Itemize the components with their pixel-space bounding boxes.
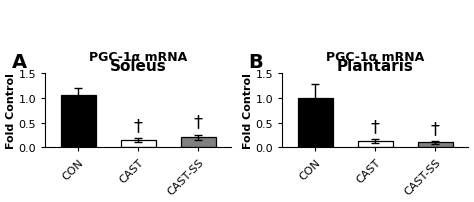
Text: PGC-1α mRNA: PGC-1α mRNA (326, 51, 424, 64)
Y-axis label: Fold Control: Fold Control (243, 73, 253, 148)
Text: A: A (11, 53, 27, 71)
Text: †: † (431, 119, 440, 137)
Bar (418, 143, 453, 148)
Title: Plantaris: Plantaris (337, 58, 414, 73)
Text: B: B (248, 53, 263, 71)
Y-axis label: Fold Control: Fold Control (6, 73, 16, 148)
Text: †: † (134, 116, 143, 134)
Title: Soleus: Soleus (110, 58, 166, 73)
Text: †: † (371, 118, 380, 136)
Bar (61, 95, 95, 148)
Bar (121, 140, 155, 148)
Text: †: † (194, 113, 203, 131)
Bar (358, 142, 392, 148)
Bar (298, 98, 332, 148)
Bar (181, 138, 216, 148)
Text: PGC-1α mRNA: PGC-1α mRNA (89, 51, 187, 64)
